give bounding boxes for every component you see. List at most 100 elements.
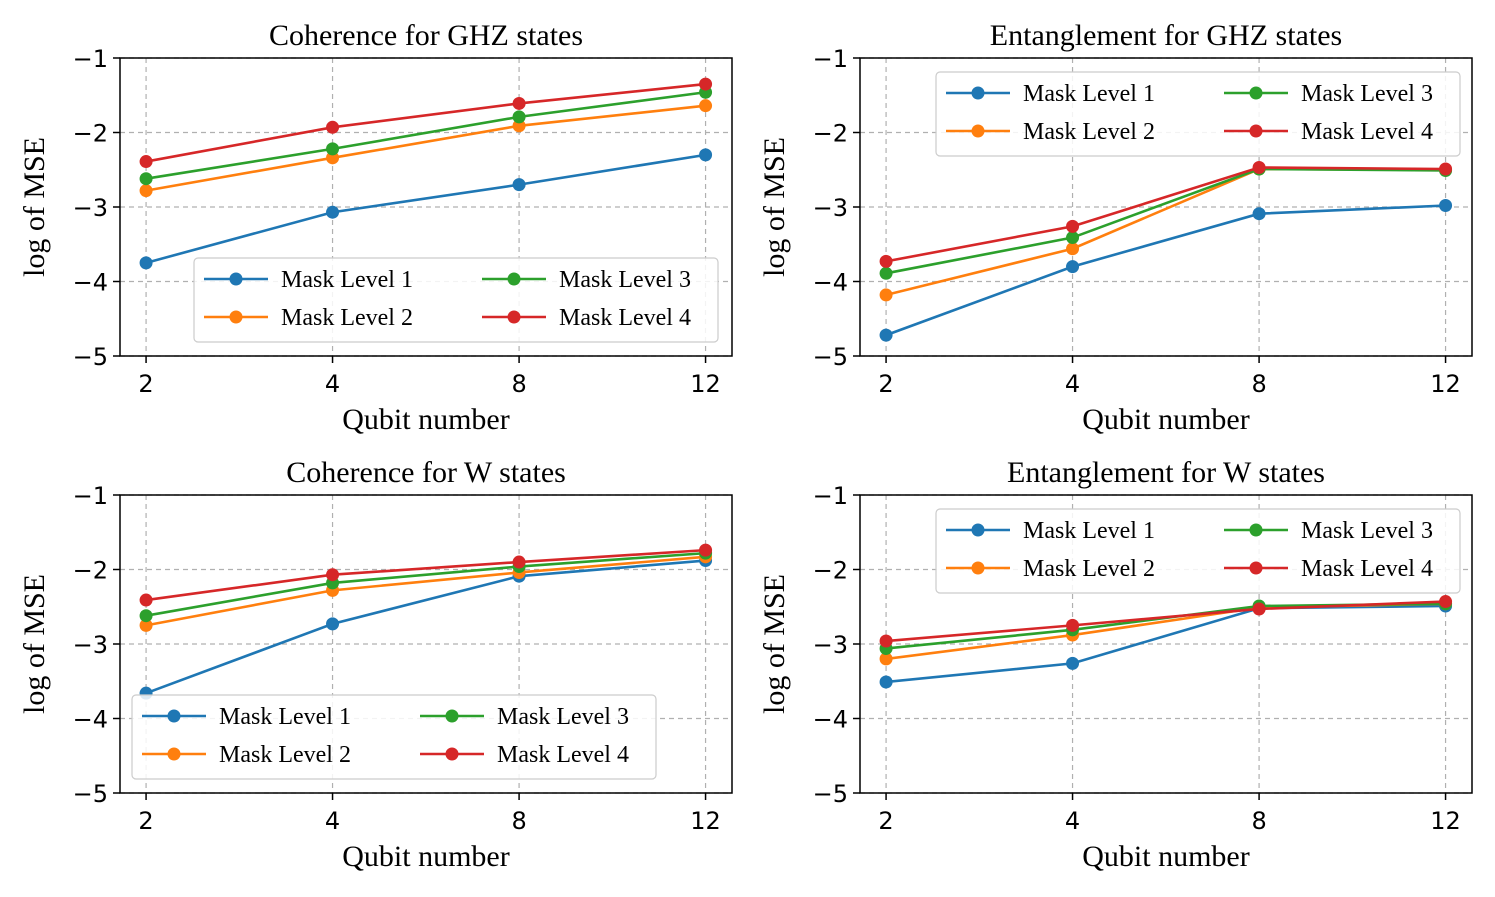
legend-marker [971, 561, 985, 575]
series-3 [879, 162, 1453, 280]
y-tick-label: −4 [73, 269, 108, 297]
legend-marker [445, 709, 459, 723]
data-point [512, 110, 526, 124]
y-tick-label: −4 [813, 706, 848, 734]
subplot-1: −1 −2 −3 −4 −5 2 4 8 12 Coherence for GHZ states Q… [18, 19, 733, 436]
legend-label: Mask Level 1 [219, 704, 351, 730]
legend-label: Mask Level 4 [1301, 119, 1433, 145]
y-tick-label: −3 [813, 631, 848, 659]
x-tick-label: 12 [690, 370, 721, 398]
series-line [145, 559, 706, 695]
data-point [879, 675, 893, 689]
legend-marker [1249, 86, 1263, 100]
data-point [326, 617, 340, 631]
data-point [139, 184, 153, 198]
data-point [139, 593, 153, 607]
series-line [885, 167, 1446, 275]
legend-box [131, 694, 657, 780]
chart-title: Entanglement for GHZ states [990, 19, 1342, 52]
y-tick-label: −4 [813, 269, 848, 297]
data-point [1439, 162, 1453, 176]
data-point [326, 205, 340, 219]
series-line [885, 602, 1446, 661]
legend-label: Mask Level 4 [1301, 556, 1433, 582]
data-point [1252, 161, 1266, 175]
legend-marker [445, 747, 459, 761]
y-tick-label: −5 [813, 780, 848, 808]
subplot-4: −1 −2 −3 −4 −5 2 4 8 12 Entanglement for W states… [758, 456, 1473, 873]
data-point [512, 555, 526, 569]
legend: Mask Level 1 Mask Level 2 Mask Level 3 Mask… [935, 508, 1461, 594]
series-4 [879, 595, 1453, 648]
series-2 [139, 99, 713, 198]
y-tick-label: −5 [73, 780, 108, 808]
series-2 [879, 162, 1453, 302]
x-tick-label: 2 [138, 807, 153, 835]
chart-title: Coherence for W states [286, 456, 566, 489]
data-point [326, 120, 340, 134]
y-axis-label: log of MSE [18, 574, 51, 714]
legend-label: Mask Level 3 [1301, 81, 1433, 107]
data-point [326, 568, 340, 582]
data-point [1066, 656, 1080, 670]
x-tick-label: 8 [1251, 370, 1266, 398]
x-tick-label: 8 [1251, 807, 1266, 835]
chart-title: Coherence for GHZ states [269, 19, 583, 52]
data-point [1252, 602, 1266, 616]
series-line [885, 166, 1446, 263]
y-tick-label: −2 [813, 557, 848, 585]
x-tick-label: 4 [325, 370, 340, 398]
x-axis-label: Qubit number [342, 840, 509, 873]
subplot-2: −1 −2 −3 −4 −5 2 4 8 12 Entanglement for GHZ stat… [758, 19, 1473, 436]
data-point [1066, 219, 1080, 233]
legend-label: Mask Level 2 [1023, 119, 1155, 145]
data-point [879, 266, 893, 280]
y-axis-label: log of MSE [758, 137, 791, 277]
data-point [1066, 231, 1080, 245]
y-axis-label: log of MSE [18, 137, 51, 277]
legend-label: Mask Level 1 [1023, 81, 1155, 107]
legend-box [935, 71, 1461, 157]
x-axis-label: Qubit number [1082, 403, 1249, 436]
legend-marker [167, 747, 181, 761]
legend-marker [1249, 124, 1263, 138]
data-point [1066, 260, 1080, 274]
legend-marker [229, 272, 243, 286]
series-line [145, 551, 706, 617]
legend-marker [167, 709, 181, 723]
legend-marker [1249, 523, 1263, 537]
x-tick-label: 2 [138, 370, 153, 398]
x-tick-label: 2 [878, 370, 893, 398]
x-axis-label: Qubit number [342, 403, 509, 436]
legend-label: Mask Level 3 [559, 267, 691, 293]
data-point [139, 256, 153, 270]
legend-marker [971, 124, 985, 138]
legend-marker [971, 86, 985, 100]
y-tick-label: −1 [73, 45, 108, 73]
y-tick-label: −2 [73, 120, 108, 148]
series-line [885, 604, 1446, 684]
data-point [512, 119, 526, 133]
legend-label: Mask Level 1 [281, 267, 413, 293]
data-point [139, 155, 153, 169]
y-tick-label: −1 [813, 45, 848, 73]
series-line [145, 90, 706, 180]
y-axis-label: log of MSE [758, 574, 791, 714]
y-tick-label: −3 [813, 194, 848, 222]
data-point [1066, 618, 1080, 632]
data-point [879, 652, 893, 666]
data-point [699, 99, 713, 113]
series-line [885, 600, 1446, 643]
legend-label: Mask Level 4 [497, 742, 629, 768]
legend: Mask Level 1 Mask Level 2 Mask Level 3 Mask… [935, 71, 1461, 157]
legend: Mask Level 1 Mask Level 2 Mask Level 3 Mask… [193, 257, 719, 343]
subplot-3: −1 −2 −3 −4 −5 2 4 8 12 Coherence for W states Qub… [18, 456, 733, 873]
y-tick-label: −3 [73, 631, 108, 659]
x-tick-label: 2 [878, 807, 893, 835]
y-tick-label: −5 [73, 343, 108, 371]
x-tick-label: 4 [325, 807, 340, 835]
legend-label: Mask Level 2 [1023, 556, 1155, 582]
y-tick-label: −3 [73, 194, 108, 222]
legend-marker [1249, 561, 1263, 575]
